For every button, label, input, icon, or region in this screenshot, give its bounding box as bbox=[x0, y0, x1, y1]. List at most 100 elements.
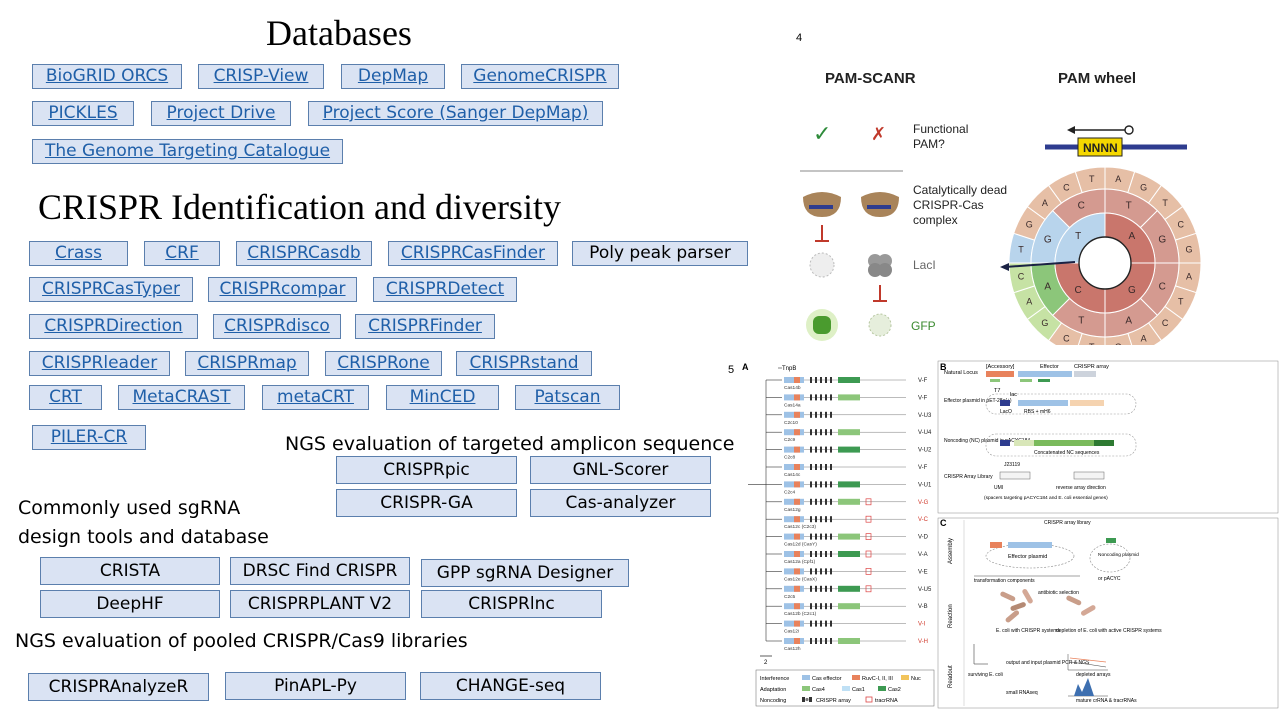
tool-crisprleader-link[interactable]: CRISPRleader bbox=[29, 351, 170, 376]
tool-piler-cr-link[interactable]: PILER-CR bbox=[32, 425, 146, 450]
gfp-off-icon bbox=[868, 313, 892, 337]
db-depmap-link[interactable]: DepMap bbox=[341, 64, 445, 89]
locus-protein-label: Cas12d (CasY) bbox=[784, 542, 817, 548]
db-crisp-view-link[interactable]: CRISP-View bbox=[198, 64, 324, 89]
locus-repeat bbox=[810, 446, 812, 453]
locus-protein-label: C2c9 bbox=[784, 437, 796, 443]
locus-repeat bbox=[825, 429, 827, 436]
tool-crisprmap-link[interactable]: CRISPRmap bbox=[185, 351, 309, 376]
locus-repeat bbox=[815, 446, 817, 453]
db-genomecrispr-link[interactable]: GenomeCRISPR bbox=[461, 64, 619, 89]
sgrna-deephf[interactable]: DeepHF bbox=[40, 590, 220, 618]
pooled-crispranalyzer[interactable]: CRISPRAnalyzeR bbox=[28, 673, 209, 701]
locus-repeat bbox=[830, 620, 832, 627]
pam-wheel-letter: A bbox=[1141, 334, 1147, 344]
locus-repeat bbox=[820, 481, 822, 488]
pam-wheel-arrow bbox=[1000, 261, 1076, 271]
tool-metacrast-link[interactable]: MetaCRAST bbox=[118, 385, 245, 410]
locus-protein-label: C2c4 bbox=[784, 489, 796, 495]
tool-crisprfinder-link[interactable]: CRISPRFinder bbox=[355, 314, 495, 339]
locus-repeat bbox=[825, 638, 827, 644]
pam-wheel-letter: C bbox=[1159, 282, 1166, 293]
pam-wheel-letter: A bbox=[1042, 198, 1048, 208]
tool-crisprdisco-link[interactable]: CRISPRdisco bbox=[213, 314, 341, 339]
locus-protein-label: Cas12b (C2c1) bbox=[784, 611, 817, 617]
tool-crass-link[interactable]: Crass bbox=[29, 241, 128, 266]
tool-crisprstand-link[interactable]: CRISPRstand bbox=[456, 351, 592, 376]
tool-crt-link[interactable]: CRT bbox=[29, 385, 102, 410]
db-project-score-link[interactable]: Project Score (Sanger DepMap) bbox=[308, 101, 603, 126]
sgrna-crista[interactable]: CRISTA bbox=[40, 557, 220, 585]
panel-c-effector-plasmid: Effector plasmid bbox=[1008, 554, 1047, 560]
legend-ruvc: RuvC-I, II, III bbox=[862, 676, 893, 682]
locus-repeat bbox=[815, 377, 817, 383]
amplicon-crispr-ga[interactable]: CRISPR-GA bbox=[336, 489, 517, 517]
locus-repeat bbox=[810, 568, 812, 575]
panel-b-umi: UMI bbox=[994, 485, 1003, 491]
tool-crisprcasdb-link[interactable]: CRISPRCasdb bbox=[236, 241, 372, 266]
label-laci: LacI bbox=[913, 258, 936, 272]
tool-poly-peak-parser[interactable]: Poly peak parser bbox=[572, 241, 748, 266]
locus-repeat bbox=[810, 464, 812, 470]
locus-tracrrna bbox=[865, 585, 872, 593]
locus-repeat bbox=[825, 464, 827, 470]
tool-minced-link[interactable]: MinCED bbox=[386, 385, 499, 410]
locus-ruvc bbox=[794, 603, 800, 610]
repression-arrow-2 bbox=[873, 285, 887, 302]
pam-wheel-center bbox=[1078, 236, 1132, 290]
tool-crisprdetect-link[interactable]: CRISPRDetect bbox=[373, 277, 517, 302]
tool-crisprone-link[interactable]: CRISPRone bbox=[325, 351, 442, 376]
locus-repeat bbox=[830, 551, 832, 557]
amplicon-crisprpic[interactable]: CRISPRpic bbox=[336, 456, 517, 484]
locus-protein-label: Cas14b bbox=[784, 385, 801, 391]
locus-repeat bbox=[815, 638, 817, 644]
pam-wheel-letter: T bbox=[1078, 315, 1084, 326]
rnaseq-plot bbox=[1068, 678, 1108, 697]
panel-c-transformation: transformation components bbox=[974, 578, 1035, 584]
pooled-change-seq[interactable]: CHANGE-seq bbox=[420, 672, 601, 700]
crispr-identification-heading: CRISPR Identification and diversity bbox=[38, 187, 561, 227]
locus-protein-label: Cas12g bbox=[784, 507, 801, 513]
tool-crisprcasfinder-link[interactable]: CRISPRCasFinder bbox=[388, 241, 558, 266]
db-genome-targeting-catalogue-link[interactable]: The Genome Targeting Catalogue bbox=[32, 139, 343, 164]
locus-protein-label: Cas12i bbox=[784, 629, 799, 635]
tool-crf-link[interactable]: CRF bbox=[144, 241, 220, 266]
subtype-label: V-E bbox=[918, 569, 928, 575]
locus-repeat bbox=[830, 411, 832, 418]
locus-repeat bbox=[825, 411, 827, 418]
panel-b-rbs: RBS + mH6 bbox=[1024, 409, 1051, 415]
panel-b-label: B bbox=[940, 362, 947, 372]
locus-tracrrna bbox=[865, 515, 872, 523]
sgrna-crisprplant-v2[interactable]: CRISPRPLANT V2 bbox=[230, 590, 410, 618]
tool-crisprdirection-link[interactable]: CRISPRDirection bbox=[29, 314, 198, 339]
locus-cas-gene bbox=[838, 498, 860, 505]
locus-repeat bbox=[810, 481, 812, 488]
locus-repeat bbox=[830, 533, 832, 540]
db-project-drive-link[interactable]: Project Drive bbox=[151, 101, 291, 126]
pam-wheel-letter: A bbox=[1186, 271, 1192, 281]
locus-repeat bbox=[830, 464, 832, 470]
tool-crisprcompar-link[interactable]: CRISPRcompar bbox=[208, 277, 357, 302]
amplicon-gnl-scorer[interactable]: GNL-Scorer bbox=[530, 456, 711, 484]
panel-c-reaction: Reaction bbox=[948, 604, 954, 628]
sgrna-gpp-designer[interactable]: GPP sgRNA Designer bbox=[421, 559, 629, 587]
locus-protein-label: Cas12h bbox=[784, 646, 801, 652]
panel-c-ecoli-systems: E. coli with CRISPR systems bbox=[996, 628, 1060, 634]
locus-cas-gene bbox=[838, 638, 860, 644]
locus-repeat bbox=[830, 568, 832, 575]
db-biogrid-orcs-link[interactable]: BioGRID ORCS bbox=[32, 64, 182, 89]
tool-crisprcastyper-link[interactable]: CRISPRCasTyper bbox=[29, 277, 193, 302]
locus-repeat bbox=[810, 620, 812, 627]
tool-metacrt-link[interactable]: metaCRT bbox=[262, 385, 369, 410]
locus-repeat bbox=[810, 429, 812, 436]
pooled-pinapl-py[interactable]: PinAPL-Py bbox=[225, 672, 406, 700]
laci-icon bbox=[868, 254, 892, 277]
locus-repeat bbox=[820, 377, 822, 383]
db-pickles-link[interactable]: PICKLES bbox=[32, 101, 134, 126]
panel-b-spacers-note: (spacers targeting pACYC184 and E. coli … bbox=[984, 495, 1108, 501]
amplicon-cas-analyzer[interactable]: Cas-analyzer bbox=[530, 489, 711, 517]
sgrna-crisprlnc[interactable]: CRISPRlnc bbox=[421, 590, 602, 618]
legend-row-noncoding: Noncoding bbox=[760, 698, 786, 704]
tool-patscan-link[interactable]: Patscan bbox=[515, 385, 620, 410]
sgrna-drsc-find-crispr[interactable]: DRSC Find CRISPR bbox=[230, 557, 410, 585]
